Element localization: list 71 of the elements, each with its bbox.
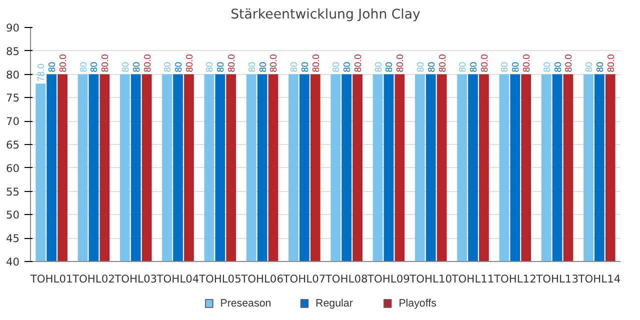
- y-tick-label: 75: [6, 92, 20, 105]
- chart-title: Stärkeentwicklung John Clay: [230, 8, 421, 22]
- data-label: 80: [542, 62, 552, 72]
- data-label: 80: [89, 62, 100, 72]
- data-label: 80: [594, 62, 605, 72]
- data-label: 80.0: [184, 54, 194, 72]
- data-label: 80: [468, 62, 478, 72]
- x-tick-label: TOHL02: [72, 272, 115, 286]
- data-label: 80: [415, 62, 426, 72]
- data-label: 80: [78, 62, 88, 72]
- data-label: 80: [552, 62, 563, 72]
- data-label: 80.0: [522, 54, 532, 72]
- data-label: 80: [584, 62, 594, 72]
- x-tick-label: TOHL12: [492, 272, 536, 286]
- data-label: 80.0: [142, 54, 152, 72]
- data-label: 80.0: [606, 54, 616, 72]
- legend-label: Regular: [316, 298, 354, 310]
- y-tick-label: 85: [6, 44, 20, 58]
- data-label: 80.0: [100, 54, 110, 72]
- x-tick-label: TOHL01: [29, 272, 73, 286]
- data-label: 80.0: [226, 54, 237, 72]
- data-label: 80.0: [479, 54, 490, 72]
- data-label: 80: [384, 62, 394, 72]
- x-tick-label: TOHL05: [198, 272, 242, 286]
- data-label: 80: [216, 62, 226, 72]
- data-label: 80: [342, 62, 352, 72]
- data-label: 80.0: [353, 54, 364, 72]
- x-tick-label: TOHL04: [156, 272, 200, 286]
- data-label: 80: [162, 62, 173, 72]
- data-label: 80: [458, 62, 468, 72]
- data-label: 80: [204, 62, 215, 72]
- data-label: 80: [300, 62, 310, 72]
- y-tick-label: 45: [6, 232, 20, 246]
- data-label: 80: [47, 62, 58, 72]
- y-tick-label: 40: [6, 256, 20, 268]
- data-label: 80: [246, 62, 257, 72]
- data-label: 80.0: [437, 54, 448, 72]
- x-tick-label: TOHL14: [577, 272, 621, 286]
- y-tick-label: 70: [6, 115, 20, 128]
- x-tick-label: TOHL13: [535, 272, 579, 286]
- data-label: 80: [331, 62, 342, 72]
- y-tick-label: 80: [6, 68, 20, 82]
- data-label: 80.0: [310, 54, 321, 72]
- x-tick-label: TOHL07: [282, 272, 326, 286]
- y-tick-label: 55: [6, 185, 20, 198]
- data-label: 80.0: [564, 54, 574, 72]
- data-label: 80: [373, 62, 384, 72]
- data-label: 80.0: [395, 54, 406, 72]
- x-tick-label: TOHL11: [450, 272, 494, 286]
- data-label: 80: [500, 62, 510, 72]
- legend-label: Playoffs: [398, 298, 436, 310]
- y-tick-label: 60: [6, 162, 20, 175]
- data-label: 80: [258, 62, 268, 72]
- data-label: 78.0: [36, 64, 46, 82]
- data-label: 80.0: [268, 54, 279, 72]
- x-tick-label: TOHL09: [366, 272, 410, 286]
- y-tick-label: 65: [6, 138, 20, 152]
- x-tick-label: TOHL03: [114, 272, 158, 286]
- data-label: 80: [120, 62, 130, 72]
- y-tick-label: 50: [6, 208, 20, 222]
- data-label: 80: [174, 62, 184, 72]
- data-label: 80: [288, 62, 299, 72]
- y-tick-label: 90: [6, 22, 20, 34]
- data-label: 80.0: [58, 54, 68, 72]
- x-tick-label: TOHL08: [324, 272, 368, 286]
- x-tick-label: TOHL06: [240, 272, 284, 286]
- data-label: 80: [426, 62, 436, 72]
- legend-label: Preseason: [220, 298, 272, 310]
- data-label: 80: [131, 62, 142, 72]
- x-tick-label: TOHL10: [408, 272, 452, 286]
- data-label: 80: [510, 62, 521, 72]
